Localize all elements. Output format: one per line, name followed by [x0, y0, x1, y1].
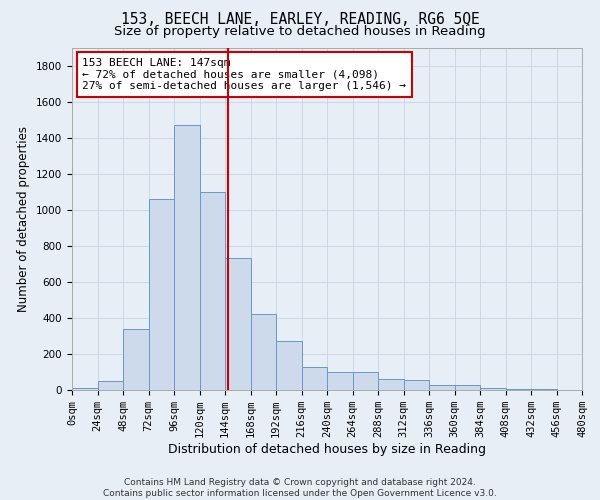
Bar — [404, 380, 429, 390]
Bar — [225, 258, 251, 390]
Bar — [251, 314, 276, 390]
Bar — [97, 381, 123, 390]
Bar — [455, 384, 480, 390]
Bar — [276, 342, 302, 390]
Text: 153 BEECH LANE: 147sqm
← 72% of detached houses are smaller (4,098)
27% of semi-: 153 BEECH LANE: 147sqm ← 72% of detached… — [82, 58, 406, 91]
Bar — [378, 379, 404, 390]
Text: 153, BEECH LANE, EARLEY, READING, RG6 5QE: 153, BEECH LANE, EARLEY, READING, RG6 5Q… — [121, 12, 479, 28]
Bar — [149, 199, 174, 390]
Bar — [199, 192, 225, 390]
Bar — [72, 388, 97, 390]
Text: Contains HM Land Registry data © Crown copyright and database right 2024.
Contai: Contains HM Land Registry data © Crown c… — [103, 478, 497, 498]
Bar — [480, 388, 505, 390]
Bar — [123, 328, 149, 390]
Bar — [302, 366, 327, 390]
Bar — [505, 389, 531, 390]
Y-axis label: Number of detached properties: Number of detached properties — [17, 126, 31, 312]
Bar — [174, 125, 199, 390]
Bar — [353, 372, 378, 390]
Bar — [327, 372, 353, 390]
X-axis label: Distribution of detached houses by size in Reading: Distribution of detached houses by size … — [168, 443, 486, 456]
Bar — [429, 384, 455, 390]
Text: Size of property relative to detached houses in Reading: Size of property relative to detached ho… — [114, 25, 486, 38]
